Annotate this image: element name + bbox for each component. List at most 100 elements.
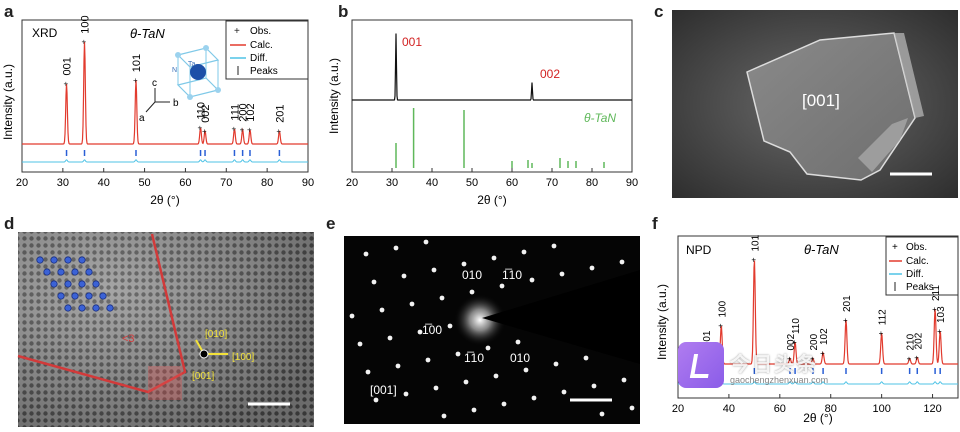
- a-tick-label-60: 60: [179, 177, 191, 189]
- xrd-reference-chart: Intensity (a.u.) 2θ (°) 20 30 40 50 60 70 80 90…: [327, 19, 638, 207]
- lattice-shade: [18, 232, 314, 427]
- b-tick-label-80: 80: [586, 177, 598, 189]
- atom-marker: [78, 280, 86, 288]
- x-axis-label-b: 2θ (°): [477, 193, 506, 207]
- diffraction-spot: [423, 239, 429, 245]
- obs-point: +: [133, 76, 138, 85]
- peak-label-f-001: 001: [702, 330, 713, 347]
- peak-label-f-210: 210: [906, 333, 917, 350]
- a-tick-label-20: 20: [16, 177, 28, 189]
- f-tick-label-80: 80: [825, 403, 837, 415]
- atom-marker: [92, 304, 100, 312]
- panel-label-f: f: [652, 214, 658, 233]
- obs-point-f: +: [820, 349, 825, 358]
- panel-label-c: c: [654, 2, 664, 21]
- npd-chart: Intensity (a.u.) 2θ (°) NPD θ-TaN 20 40 60…: [655, 234, 959, 425]
- b-tick-label-90: 90: [626, 177, 638, 189]
- measured-line: [352, 33, 632, 101]
- peak-label-001: 001: [402, 35, 422, 49]
- diffraction-spot: [363, 251, 369, 257]
- atom-overlay: [36, 256, 114, 312]
- y-axis-label: Intensity (a.u.): [1, 64, 15, 140]
- diffraction-spot: [357, 341, 363, 347]
- legend-obs-marker: +: [234, 26, 240, 37]
- peak-label-f-110: 110: [791, 318, 802, 334]
- panel-label-b: b: [338, 2, 349, 21]
- axis-c: c: [152, 78, 157, 89]
- xrd-curves: ++++ + + + + +: [22, 38, 308, 163]
- b-tick-label-70: 70: [546, 177, 558, 189]
- peak-label-f-102: 102: [819, 328, 830, 345]
- grain-boundary: [17, 233, 187, 394]
- beam-stop: [482, 270, 640, 364]
- watermark: 今日头条 gaochengzhenxuan.com: [678, 342, 958, 392]
- diffraction-spot: [461, 261, 467, 267]
- diffraction-spot: [463, 379, 469, 385]
- sem-image: [001]: [672, 10, 958, 198]
- spot-label-010: 010: [510, 351, 530, 365]
- x-axis-label: 2θ (°): [150, 193, 179, 207]
- a-tick-label-70: 70: [220, 177, 232, 189]
- f-tick-label-40: 40: [723, 403, 735, 415]
- obs-point: +: [64, 80, 69, 89]
- legend-f-peaks: Peaks: [906, 282, 934, 293]
- diffraction-spot: [403, 391, 409, 397]
- legend-f-obs: Obs.: [906, 242, 927, 253]
- atom-marker: [64, 304, 72, 312]
- spot-label-100: 1̅00: [422, 323, 442, 337]
- diffraction-spot: [365, 369, 371, 375]
- diffraction-spot: [455, 351, 461, 357]
- diffraction-spot: [515, 339, 521, 345]
- crystal-structure-icon: N Ta: [172, 45, 221, 100]
- crystal-n-label: N: [172, 67, 177, 74]
- a-tick-label-50: 50: [138, 177, 150, 189]
- diffraction-spot: [491, 255, 497, 261]
- atom-marker: [43, 268, 51, 276]
- measured-curve: [352, 33, 632, 101]
- reference-bars: [395, 108, 605, 168]
- axes-indicator-icon: c b a: [139, 78, 179, 124]
- legend-f-obs-marker: +: [892, 242, 898, 253]
- atom-marker: [78, 304, 86, 312]
- watermark-logo-icon: [678, 342, 724, 388]
- peak-label-002: 002: [540, 67, 560, 81]
- peak-label-201: 201: [274, 104, 286, 122]
- obs-point-f: +: [810, 355, 815, 364]
- obs-point-f: +: [843, 316, 848, 325]
- peak-label-f-101: 101: [750, 234, 761, 251]
- diffraction-spot: [621, 377, 627, 383]
- f-tick-label-60: 60: [774, 403, 786, 415]
- diffraction-spot: [559, 271, 565, 277]
- crystal-edge-2: [858, 118, 908, 172]
- panel-label-a: a: [4, 2, 14, 21]
- diffraction-spot: [469, 289, 475, 295]
- obs-point-f: +: [879, 329, 884, 338]
- diffraction-spot: [447, 323, 453, 329]
- atom-marker: [71, 268, 79, 276]
- watermark-url: gaochengzhenxuan.com: [730, 375, 829, 385]
- obs-point-f: +: [787, 355, 792, 364]
- peak-label-200: 200: [238, 103, 250, 121]
- crystal-edge: [894, 33, 924, 118]
- diffraction-spot: [401, 273, 407, 279]
- saed-pattern: 010 1̅10 1̅00 1̅10 010 [001]: [344, 236, 640, 424]
- y-axis-label-b: Intensity (a.u.): [327, 58, 341, 134]
- peak-label-f-002: 002: [786, 333, 797, 350]
- plot-frame-b: [351, 19, 633, 173]
- diffraction-spot: [531, 395, 537, 401]
- panel-label-e: e: [326, 214, 336, 233]
- obs-point-f: +: [907, 355, 912, 364]
- peak-label-f-202: 202: [913, 332, 924, 349]
- plot-frame-f: [677, 235, 959, 399]
- x-ticks: 20 30 40 50 60 70 80 90: [16, 168, 314, 189]
- a-tick-label-80: 80: [261, 177, 273, 189]
- legend-peaks: Peaks: [250, 66, 278, 77]
- b-tick-label-50: 50: [466, 177, 478, 189]
- panel-a: a Intensity (a.u.) 2θ (°) XRD θ-TaN 20 30…: [0, 0, 320, 210]
- obs-point: +: [240, 126, 245, 135]
- npd-curves: +++++++++++++: [678, 256, 958, 385]
- diffraction-spot: [471, 407, 477, 413]
- area-label: <3: [122, 333, 135, 345]
- panel-f: f Intensity (a.u.) 2θ (°) NPD θ-TaN 20 40…: [650, 214, 960, 427]
